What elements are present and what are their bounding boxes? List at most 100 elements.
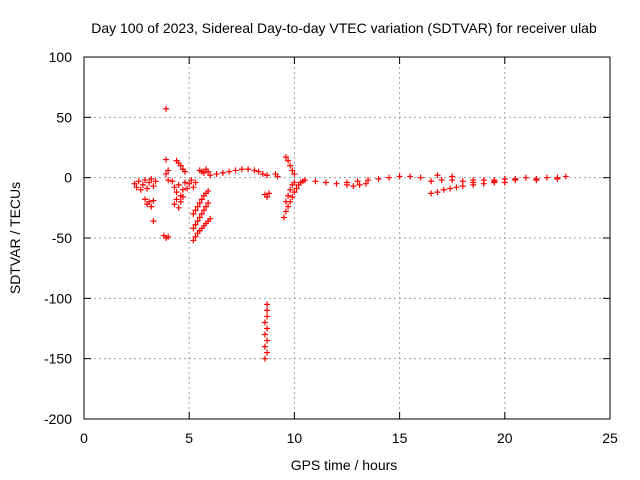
data-point	[169, 178, 176, 185]
x-tick-label: 10	[287, 430, 303, 446]
data-point	[192, 207, 199, 214]
data-point	[175, 204, 182, 211]
data-point	[203, 203, 210, 210]
data-point	[289, 193, 296, 200]
data-point	[192, 221, 199, 228]
data-point	[407, 173, 414, 180]
data-point	[350, 183, 357, 190]
data-point	[181, 168, 188, 175]
data-point	[512, 177, 519, 184]
data-point	[190, 210, 197, 217]
data-point	[434, 189, 441, 196]
data-point	[522, 174, 529, 181]
data-point	[171, 201, 178, 208]
data-point	[396, 173, 403, 180]
data-point	[131, 180, 138, 187]
data-point	[447, 185, 454, 192]
data-point	[470, 179, 477, 186]
data-point	[289, 167, 296, 174]
data-point	[386, 174, 393, 181]
data-point	[200, 207, 207, 214]
data-point	[200, 169, 207, 176]
data-point	[142, 196, 149, 203]
data-point	[148, 175, 155, 182]
data-point	[188, 177, 195, 184]
y-tick-label: 0	[64, 170, 72, 186]
data-point	[449, 173, 456, 180]
data-point	[285, 203, 292, 210]
data-point	[291, 189, 298, 196]
data-point	[261, 331, 268, 338]
data-point	[259, 171, 266, 178]
data-points	[131, 105, 569, 362]
data-point	[171, 184, 178, 191]
data-point	[186, 180, 193, 187]
data-point	[280, 214, 287, 221]
data-point	[205, 187, 212, 194]
data-point	[196, 200, 203, 207]
data-point	[266, 190, 273, 197]
data-point	[438, 177, 445, 184]
data-point	[261, 319, 268, 326]
data-point	[196, 214, 203, 221]
data-point	[301, 177, 308, 184]
data-point	[238, 166, 245, 173]
data-point	[150, 183, 157, 190]
data-point	[428, 178, 435, 185]
data-point	[198, 210, 205, 217]
x-axis-label: GPS time / hours	[291, 457, 398, 473]
x-tick-label: 0	[80, 430, 88, 446]
data-point	[205, 200, 212, 207]
data-point	[365, 177, 372, 184]
y-axis-label: SDTVAR / TECUs	[7, 182, 23, 294]
data-point	[165, 233, 172, 240]
data-point	[333, 180, 340, 187]
data-point	[177, 198, 184, 205]
axis-ticks: 0 5 10 15 20 25 -200 -150 -100 -50 0 50 100	[44, 49, 618, 446]
data-point	[137, 186, 144, 193]
data-point	[175, 181, 182, 188]
data-point	[165, 177, 172, 184]
data-point	[194, 218, 201, 225]
data-point	[207, 172, 214, 179]
data-point	[375, 175, 382, 182]
data-point	[146, 179, 153, 186]
data-point	[264, 172, 271, 179]
data-point	[285, 192, 292, 199]
data-point	[293, 185, 300, 192]
data-point	[163, 105, 170, 112]
data-point	[491, 178, 498, 185]
data-point	[150, 218, 157, 225]
data-point	[287, 186, 294, 193]
data-point	[356, 181, 363, 188]
data-point	[264, 301, 271, 308]
data-point	[192, 233, 199, 240]
data-point	[417, 174, 424, 181]
y-tick-label: 50	[56, 109, 72, 125]
data-point	[312, 178, 319, 185]
data-point	[554, 175, 561, 182]
data-point	[453, 184, 460, 191]
data-point	[255, 168, 262, 175]
data-point	[190, 237, 197, 244]
data-point	[264, 349, 271, 356]
chart-title: Day 100 of 2023, Sidereal Day-to-day VTE…	[91, 20, 597, 36]
data-point	[150, 197, 157, 204]
y-tick-label: -150	[44, 351, 72, 367]
data-point	[232, 167, 239, 174]
data-point	[173, 189, 180, 196]
x-tick-label: 20	[497, 430, 513, 446]
y-tick-label: -200	[44, 411, 72, 427]
data-point	[291, 179, 298, 186]
data-point	[434, 172, 441, 179]
data-point	[274, 173, 281, 180]
data-point	[173, 196, 180, 203]
data-point	[190, 184, 197, 191]
y-tick-label: 100	[49, 49, 73, 65]
data-point	[190, 225, 197, 232]
data-point	[179, 193, 186, 200]
data-point	[144, 185, 151, 192]
data-point	[245, 166, 252, 173]
data-point	[198, 196, 205, 203]
